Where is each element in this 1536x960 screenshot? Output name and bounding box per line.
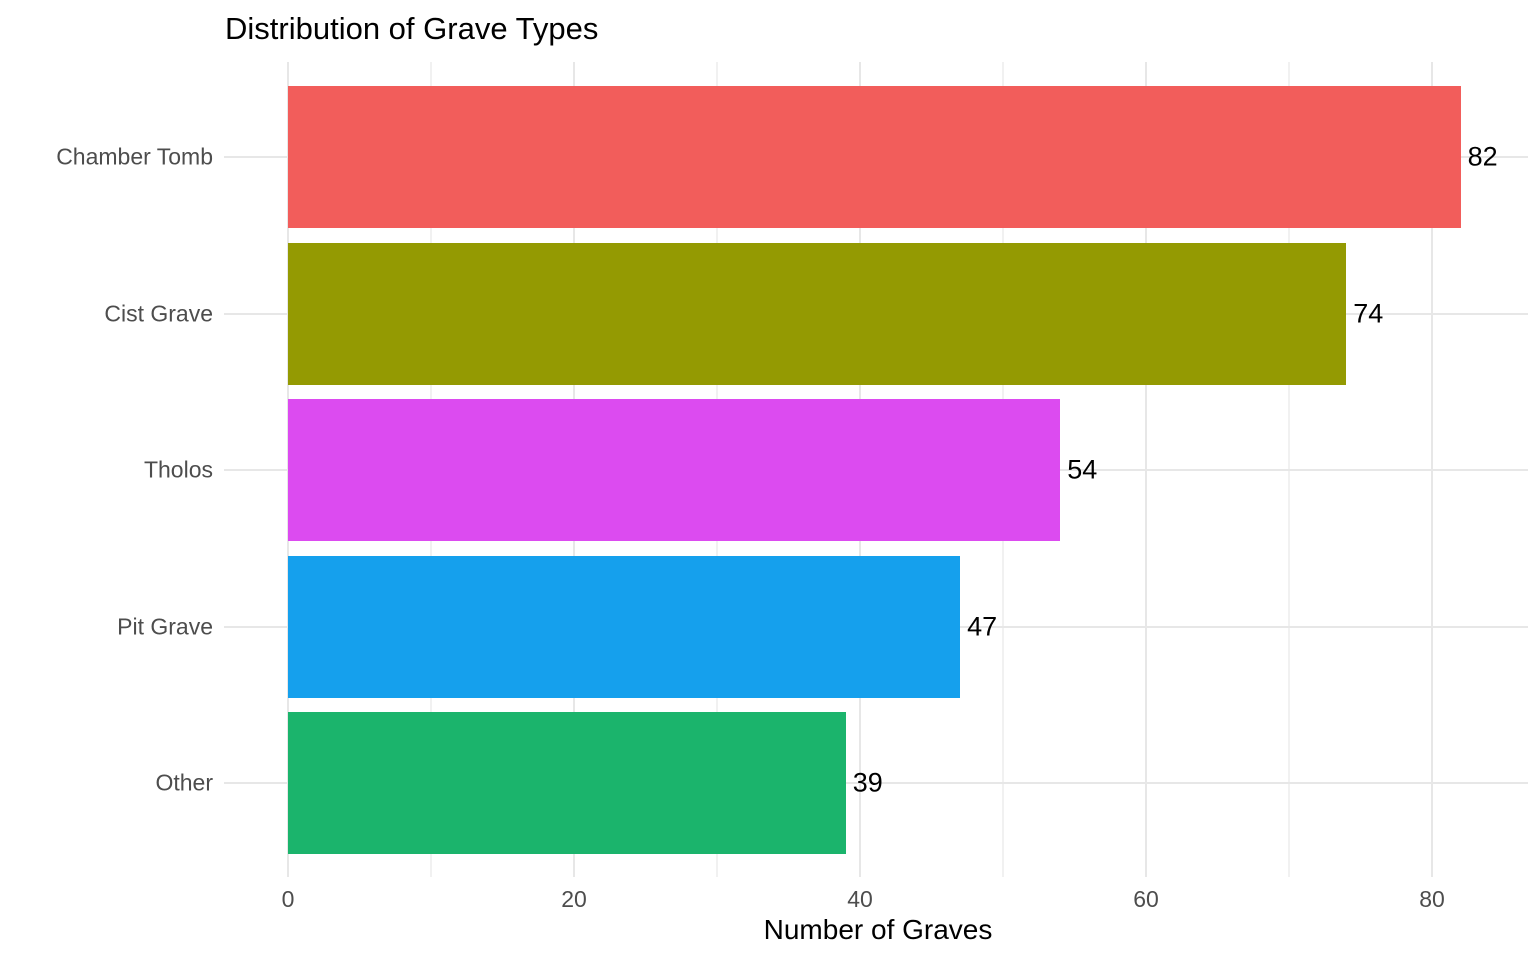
x-axis-tick-label: 80	[1419, 886, 1445, 912]
bar-other	[288, 712, 846, 854]
x-axis-tick-label: 0	[281, 886, 295, 912]
x-axis-tick-label: 20	[561, 886, 587, 912]
bar-value-label: 74	[1353, 298, 1384, 328]
y-axis-label: Tholos	[143, 456, 213, 483]
bar-cist-grave	[288, 242, 1347, 385]
chart-title: Distribution of Grave Types	[225, 11, 599, 46]
bar-chamber-tomb	[288, 86, 1461, 228]
bar-value-label: 39	[852, 767, 883, 798]
bar-value-label: 47	[967, 611, 998, 641]
x-axis-title: Number of Graves	[763, 914, 993, 945]
plot-panel: 82 74 54 47 39	[224, 62, 1528, 877]
y-axis-label: Pit Grave	[117, 613, 213, 639]
y-axis-label: Chamber Tomb	[56, 143, 213, 170]
bar-tholos	[288, 399, 1061, 541]
bar-pit-grave	[288, 555, 961, 698]
x-axis-tick-label: 40	[847, 886, 873, 912]
bar-value-label: 54	[1067, 454, 1098, 485]
x-axis-tick-label: 60	[1133, 886, 1159, 912]
y-axis-label: Other	[155, 769, 213, 796]
category-gridline	[224, 782, 1528, 784]
y-axis-label: Cist Grave	[104, 300, 213, 326]
bar-value-label: 82	[1467, 141, 1498, 172]
